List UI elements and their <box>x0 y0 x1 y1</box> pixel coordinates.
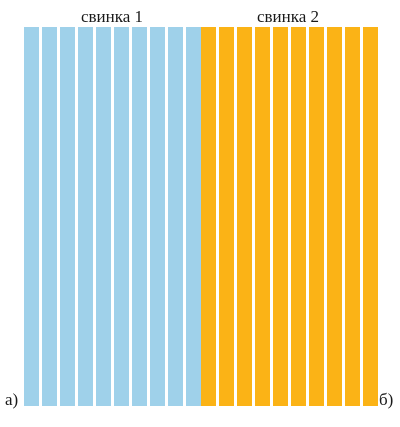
panel-letter-a: а) <box>5 390 19 409</box>
strip <box>309 27 324 406</box>
group-label-piglet-2: свинка 2 <box>256 7 320 26</box>
strip <box>219 27 234 406</box>
strip <box>114 27 129 406</box>
strip <box>363 27 378 406</box>
strip <box>96 27 111 406</box>
group-label-piglet-1: свинка 1 <box>80 7 144 26</box>
strip <box>255 27 270 406</box>
strip-group-piglet-1 <box>24 27 201 406</box>
strip <box>186 27 201 406</box>
strip <box>150 27 165 406</box>
strip-group-piglet-2 <box>201 27 378 406</box>
strip <box>60 27 75 406</box>
strip <box>291 27 306 406</box>
strip <box>24 27 39 406</box>
strip <box>345 27 360 406</box>
strip <box>201 27 216 406</box>
strip <box>237 27 252 406</box>
strip <box>132 27 147 406</box>
strip <box>42 27 57 406</box>
strip <box>327 27 342 406</box>
strip <box>78 27 93 406</box>
strip <box>273 27 288 406</box>
strip <box>168 27 183 406</box>
panel-letter-b: б) <box>379 390 394 409</box>
